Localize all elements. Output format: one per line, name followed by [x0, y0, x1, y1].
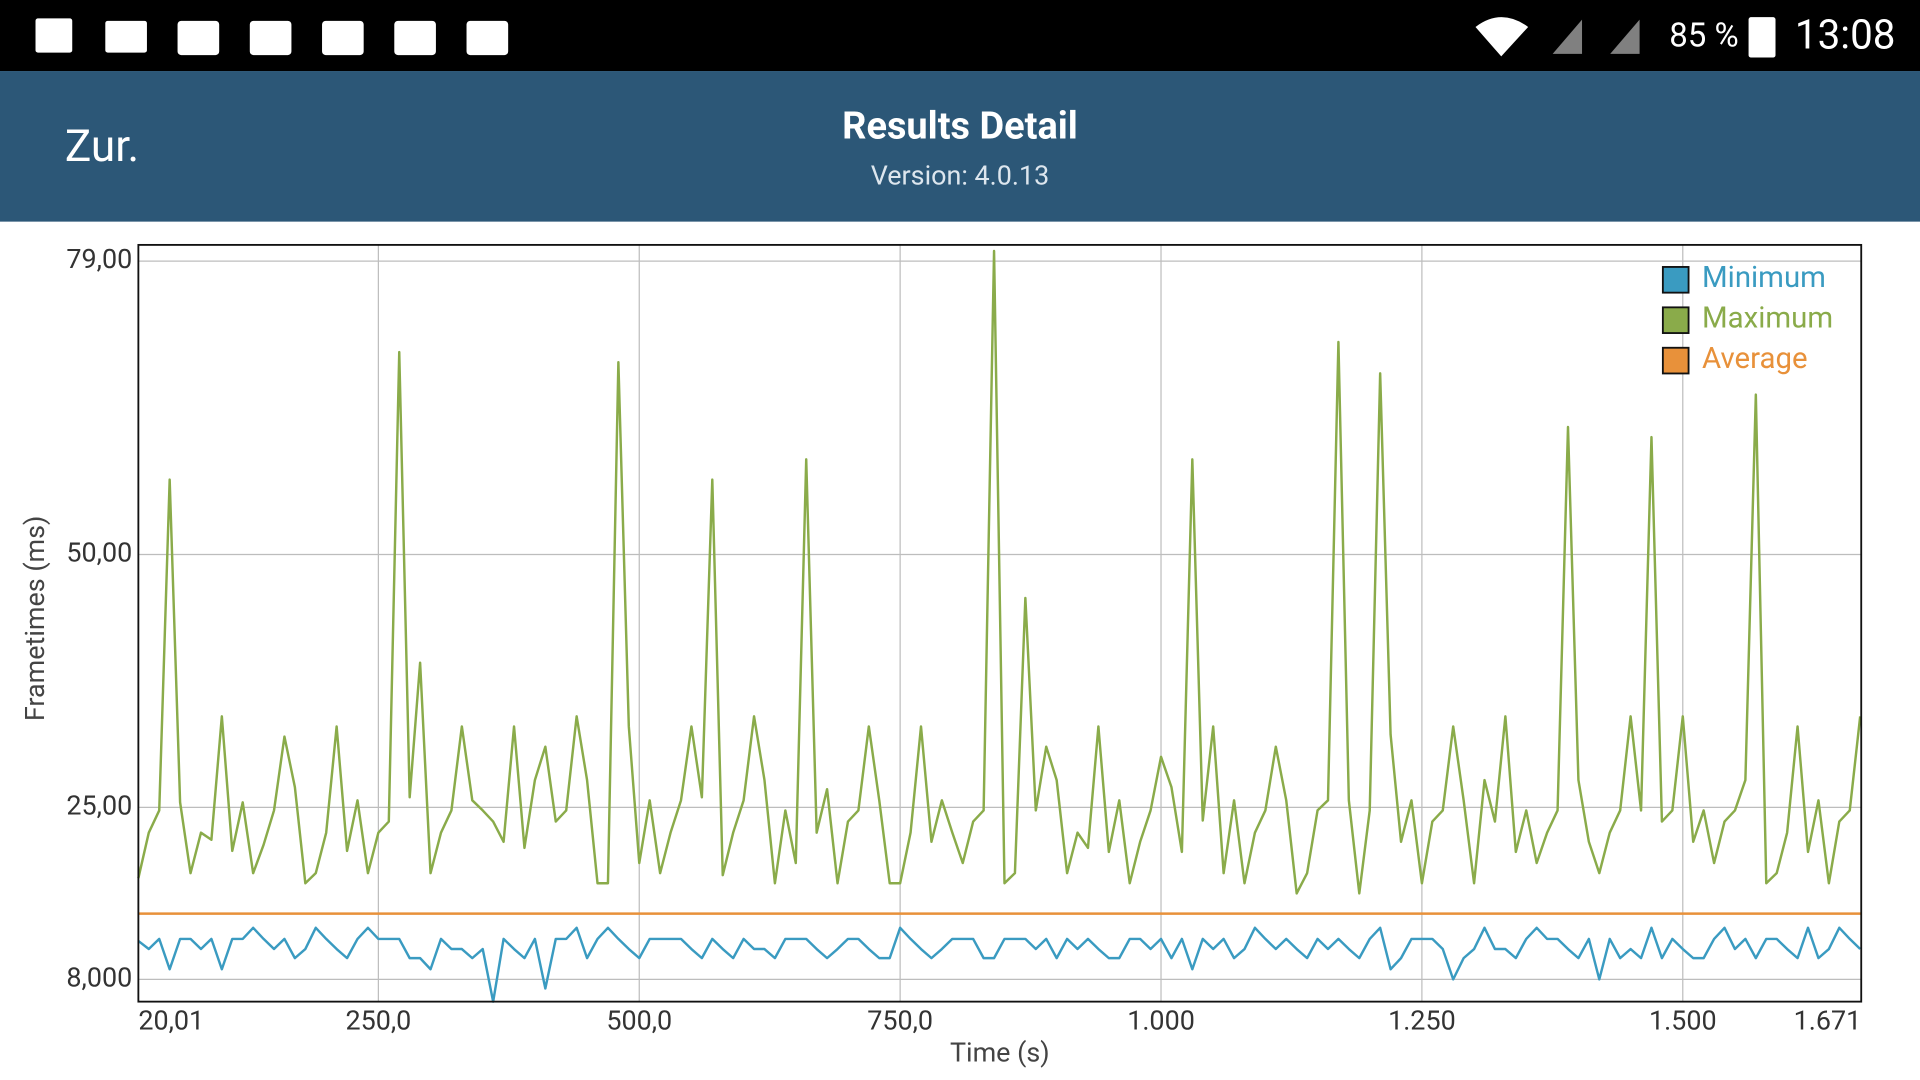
- chart: 8,000 25,00 50,00 79,00 20,01 250,0 500,0 750,0…: [19, 243, 1863, 1068]
- y-tick-label: 8,000: [66, 961, 132, 993]
- x-axis-title: Time (s): [950, 1036, 1050, 1068]
- y-tick-label: 25,00: [66, 789, 132, 821]
- y-axis-title: Frametimes (ms): [19, 516, 51, 722]
- icon-gallery: [35, 18, 73, 53]
- y-tick-label: 50,00: [66, 537, 132, 569]
- icon-task: [322, 20, 364, 56]
- x-tick-label: 1.671: [1794, 1005, 1862, 1037]
- legend-label: Maximum: [1702, 301, 1833, 335]
- header-title: Results Detail: [842, 105, 1078, 149]
- plot-frame: [137, 243, 1863, 1003]
- header-bg: [0, 71, 1920, 222]
- x-tick-label: 1.000: [1127, 1005, 1195, 1037]
- status-bar-bg: [0, 0, 1920, 72]
- y-tick-label: 79,00: [66, 243, 132, 275]
- app-header: Zur. Results Detail Version: 4.0.13: [0, 71, 1920, 222]
- icon-task: [249, 20, 292, 56]
- icon-wifi: [1475, 17, 1529, 57]
- x-tick-label: 1.250: [1388, 1005, 1456, 1037]
- icon-battery: [1748, 17, 1776, 58]
- x-tick-label: 20,01: [138, 1005, 204, 1037]
- icon-task: [394, 20, 436, 56]
- icon-mail: [105, 20, 147, 53]
- battery-level: 85 %: [1669, 17, 1739, 56]
- icon-task: [466, 20, 509, 56]
- icon-signal: [1552, 19, 1583, 54]
- notification-icons: [35, 17, 1776, 58]
- icon-signal: [1610, 19, 1640, 54]
- status-bar: 85 % 13:08: [0, 0, 1920, 72]
- legend-label: Minimum: [1702, 261, 1826, 295]
- series-line: [137, 926, 1862, 1003]
- back-button[interactable]: Zur.: [65, 120, 139, 172]
- x-tick-label: 1.500: [1649, 1005, 1717, 1037]
- icon-task: [177, 20, 220, 56]
- header-subtitle: Version: 4.0.13: [871, 160, 1050, 192]
- x-tick-label: 500,0: [606, 1005, 672, 1037]
- legend-label: Average: [1702, 342, 1808, 376]
- x-tick-label: 250,0: [345, 1005, 411, 1037]
- x-tick-label: 750,0: [867, 1005, 933, 1037]
- legend-swatch: [1661, 346, 1690, 375]
- legend-swatch: [1661, 306, 1690, 334]
- series-line: [137, 249, 1862, 895]
- legend-swatch: [1661, 266, 1690, 294]
- clock: 13:08: [1795, 12, 1896, 59]
